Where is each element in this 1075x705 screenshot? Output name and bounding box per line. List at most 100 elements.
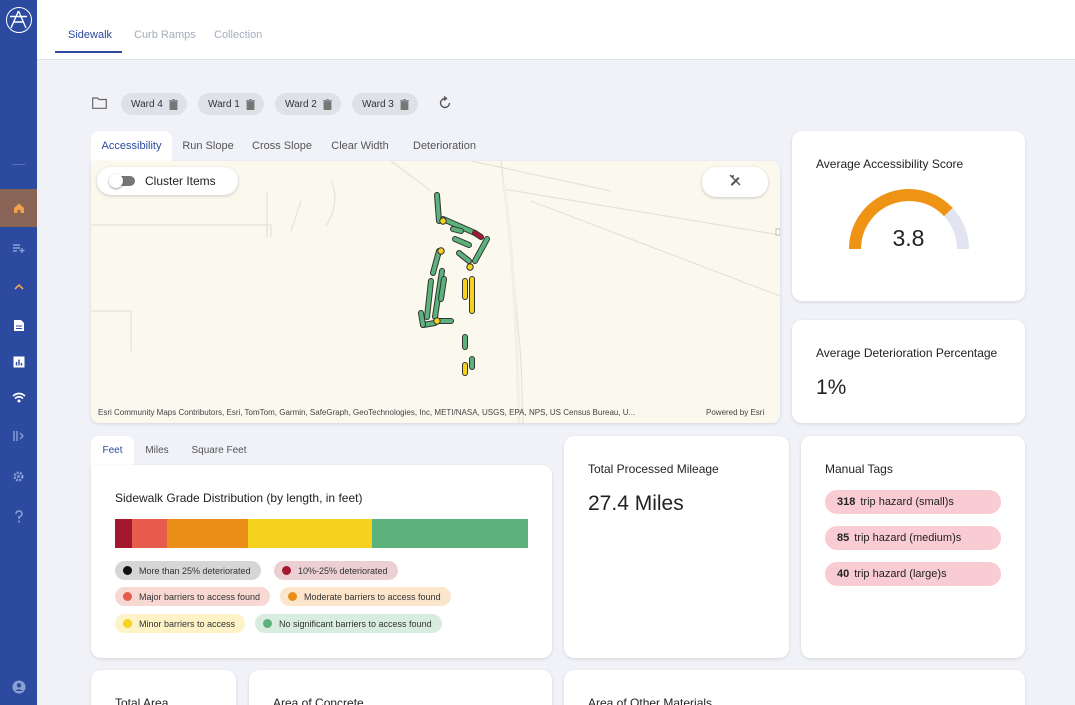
- trash-icon[interactable]: [168, 98, 178, 110]
- deterioration-value: 1%: [816, 376, 847, 399]
- top-bar: Sidewalk Curb Ramps Collection: [37, 0, 1075, 60]
- score-value: 3.8: [892, 225, 925, 251]
- tag-label: trip hazard (medium)s: [854, 532, 962, 544]
- card-title: Total Processed Mileage: [588, 462, 719, 476]
- total-area-card: Total Area: [91, 670, 236, 705]
- legend-item: Moderate barriers to access found: [280, 587, 451, 606]
- legend-label: Minor barriers to access: [139, 618, 236, 629]
- sidebar-divider: [12, 164, 25, 165]
- tag-item[interactable]: 85 trip hazard (medium)s: [825, 526, 1001, 550]
- concrete-area-card: Area of Concrete: [249, 670, 552, 705]
- toggle-switch[interactable]: [109, 174, 135, 188]
- card-title: Manual Tags: [825, 462, 893, 476]
- chevron-up-icon[interactable]: [0, 268, 37, 306]
- home-icon[interactable]: [0, 189, 37, 227]
- legend-dot: [123, 619, 132, 628]
- folder-icon[interactable]: [92, 96, 107, 114]
- legend-label: 10%-25% deteriorated: [298, 565, 388, 576]
- mileage-value: 27.4 Miles: [588, 492, 684, 515]
- chip-label: Ward 3: [362, 98, 394, 110]
- chip-label: Ward 1: [208, 98, 240, 110]
- tab-miles[interactable]: Miles: [145, 445, 169, 456]
- legend-label: Moderate barriers to access found: [304, 591, 441, 602]
- trash-icon[interactable]: [399, 98, 409, 110]
- map-tabs: Accessibility Run Slope Cross Slope Clea…: [91, 131, 780, 161]
- chip-label: Ward 4: [131, 98, 163, 110]
- legend-item: More than 25% deteriorated: [115, 561, 261, 580]
- ward-chip[interactable]: Ward 3: [352, 93, 418, 115]
- legend-dot: [263, 619, 272, 628]
- deterioration-card: Average Deterioration Percentage 1%: [792, 320, 1025, 423]
- map-view[interactable]: Cluster Items Esri Community Maps Contri…: [91, 161, 780, 423]
- legend-item: 10%-25% deteriorated: [274, 561, 398, 580]
- legend-label: More than 25% deteriorated: [139, 565, 251, 576]
- bar-chart-icon[interactable]: [0, 343, 37, 381]
- refresh-icon[interactable]: [438, 95, 452, 115]
- app-logo[interactable]: [6, 7, 32, 33]
- legend-dot: [123, 592, 132, 601]
- tag-count: 40: [837, 568, 850, 580]
- add-list-icon[interactable]: [0, 229, 37, 267]
- tag-label: trip hazard (small)s: [860, 496, 954, 508]
- card-title: Area of Concrete: [273, 696, 364, 705]
- accessibility-score-card: Average Accessibility Score 3.8: [792, 131, 1025, 301]
- tab-feet[interactable]: Feet: [91, 436, 134, 465]
- grade-bar: [115, 519, 528, 548]
- card-title: Sidewalk Grade Distribution (by length, …: [115, 491, 363, 505]
- trash-icon[interactable]: [245, 98, 255, 110]
- tag-label: trip hazard (large)s: [854, 568, 947, 580]
- card-title: Area of Other Materials: [588, 696, 713, 705]
- legend-dot: [123, 566, 132, 575]
- help-icon[interactable]: [0, 497, 37, 535]
- trash-icon[interactable]: [322, 98, 332, 110]
- active-tab-indicator: [55, 51, 122, 53]
- tab-deterioration[interactable]: Deterioration: [413, 140, 476, 152]
- wifi-icon[interactable]: [0, 378, 37, 416]
- card-title: Total Area: [115, 696, 169, 705]
- grade-segment: [167, 519, 248, 548]
- tab-run-slope[interactable]: Run Slope: [182, 140, 234, 152]
- tag-item[interactable]: 318 trip hazard (small)s: [825, 490, 1001, 514]
- grade-distribution-card: Sidewalk Grade Distribution (by length, …: [91, 465, 552, 658]
- cluster-label: Cluster Items: [145, 174, 216, 188]
- score-gauge: [849, 189, 969, 250]
- tab-sidewalk[interactable]: Sidewalk: [68, 29, 113, 41]
- grade-segment: [131, 519, 168, 548]
- edit-icon: [728, 173, 742, 192]
- card-title: Average Deterioration Percentage: [816, 346, 998, 360]
- legend-dot: [282, 566, 291, 575]
- ward-chip[interactable]: Ward 4: [121, 93, 187, 115]
- legend-item: Minor barriers to access: [115, 614, 246, 633]
- settings-icon[interactable]: [0, 457, 37, 495]
- other-materials-card: Area of Other Materials: [564, 670, 1025, 705]
- cluster-items-toggle[interactable]: Cluster Items: [97, 167, 238, 195]
- tab-collection[interactable]: Collection: [214, 29, 263, 41]
- legend-label: No significant barriers to access found: [279, 618, 432, 629]
- powered-by: Powered by Esri: [706, 408, 765, 417]
- map-attribution: Esri Community Maps Contributors, Esri, …: [98, 408, 636, 417]
- tab-clear-width[interactable]: Clear Width: [331, 140, 389, 152]
- filter-list-icon[interactable]: [0, 417, 37, 455]
- chip-label: Ward 2: [285, 98, 317, 110]
- ward-chip[interactable]: Ward 2: [275, 93, 341, 115]
- manual-tags-card: Manual Tags 318 trip hazard (small)s 85 …: [801, 436, 1025, 658]
- ward-chip[interactable]: Ward 1: [198, 93, 264, 115]
- map-canvas: [91, 161, 780, 423]
- document-icon[interactable]: [0, 306, 37, 344]
- legend-item: No significant barriers to access found: [255, 614, 442, 633]
- edit-map-button[interactable]: [702, 167, 768, 197]
- tab-cross-slope[interactable]: Cross Slope: [252, 140, 312, 152]
- tab-square-feet[interactable]: Square Feet: [191, 445, 247, 456]
- tag-count: 318: [837, 496, 856, 508]
- tag-count: 85: [837, 532, 850, 544]
- grade-segment: [371, 519, 528, 548]
- sidebar: [0, 0, 37, 705]
- tab-curb-ramps[interactable]: Curb Ramps: [134, 29, 196, 41]
- tab-accessibility[interactable]: Accessibility: [91, 131, 172, 161]
- gauge-fill: [849, 189, 953, 250]
- legend-label: Major barriers to access found: [139, 591, 261, 602]
- tag-item[interactable]: 40 trip hazard (large)s: [825, 562, 1001, 586]
- grade-segment: [115, 519, 132, 548]
- account-icon[interactable]: [0, 668, 37, 705]
- mileage-card: Total Processed Mileage 27.4 Miles: [564, 436, 789, 658]
